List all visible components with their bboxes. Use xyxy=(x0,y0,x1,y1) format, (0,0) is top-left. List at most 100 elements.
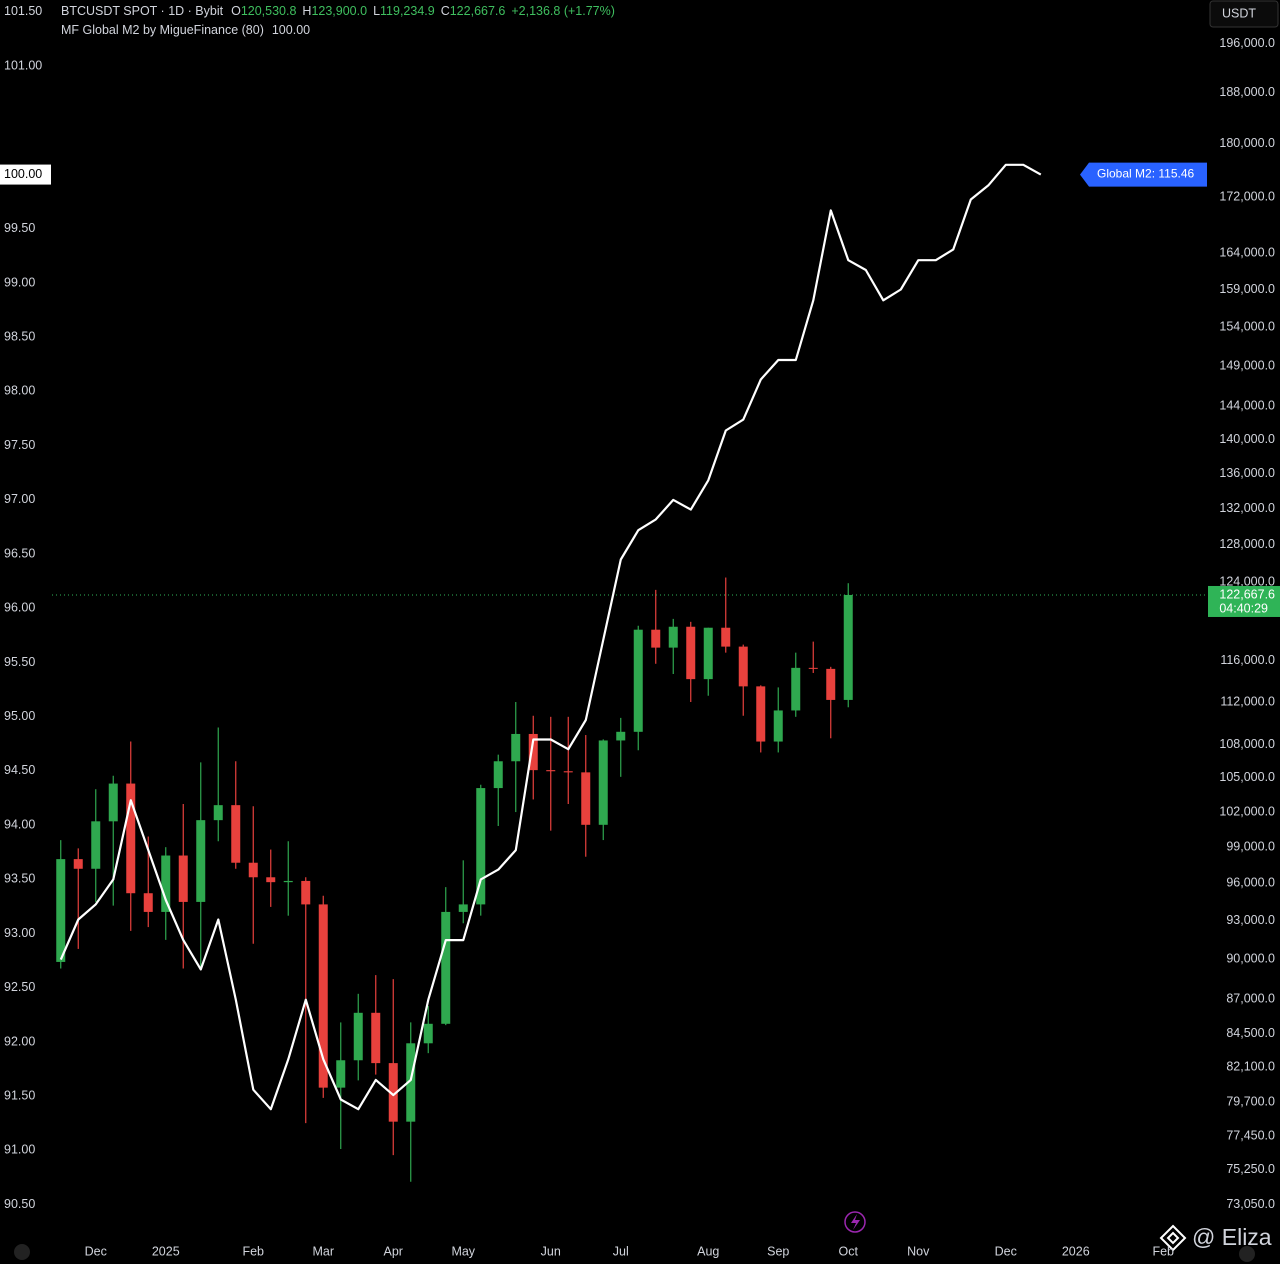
candle-body xyxy=(266,877,276,883)
candle-body xyxy=(318,904,328,1088)
candle-body xyxy=(721,627,731,647)
y2-tick-label: 128,000.0 xyxy=(1219,537,1275,551)
watermark-logo xyxy=(1159,1224,1187,1252)
candle-body xyxy=(353,1012,363,1061)
candle-body xyxy=(703,627,713,680)
y2-tick-label: 116,000.0 xyxy=(1220,653,1275,667)
y2-tick-label: 172,000.0 xyxy=(1219,190,1275,204)
change: +2,136.8 (+1.77%) xyxy=(511,4,615,18)
y-tick-label: 95.00 xyxy=(4,709,35,723)
candle-body xyxy=(161,855,171,912)
ohlc-label: L xyxy=(373,4,380,18)
candle-body xyxy=(56,859,66,962)
candle-body xyxy=(511,733,521,762)
candle-body xyxy=(598,740,608,825)
y2-tick-label: 102,000.0 xyxy=(1219,804,1275,818)
y2-tick-label: 124,000.0 xyxy=(1219,575,1275,589)
y2-tick-label: 77,450.0 xyxy=(1226,1128,1275,1142)
y2-tick-label: 75,250.0 xyxy=(1226,1162,1275,1176)
candle-body xyxy=(843,594,853,700)
y-tick-label: 99.00 xyxy=(4,275,35,289)
m2-label: Global M2: 115.46 xyxy=(1097,167,1194,181)
x-tick-label: Sep xyxy=(767,1244,789,1258)
y2-tick-label: 159,000.0 xyxy=(1219,282,1275,296)
x-tick-label: Apr xyxy=(384,1244,403,1258)
currency[interactable]: USDT xyxy=(1222,6,1256,20)
x-tick-label: Dec xyxy=(995,1244,1017,1258)
y-tick-label: 90.50 xyxy=(4,1197,35,1211)
ohlc-value: 119,234.9 xyxy=(380,4,435,18)
candle-body xyxy=(633,629,643,732)
candle-body xyxy=(371,1012,381,1064)
y2-tick-label: 112,000.0 xyxy=(1220,694,1275,708)
y2-tick-label: 188,000.0 xyxy=(1219,85,1275,99)
ohlc-label: H xyxy=(302,4,311,18)
candle-body xyxy=(458,904,468,912)
currency-box[interactable] xyxy=(1209,0,1279,28)
candle-body xyxy=(73,859,83,869)
countdown: 04:40:29 xyxy=(1219,601,1268,615)
x-tick-label: Feb xyxy=(1152,1244,1174,1258)
auto-icon[interactable] xyxy=(1239,1246,1255,1262)
m2-axis-label: 100.00 xyxy=(4,167,42,181)
y-tick-label: 92.50 xyxy=(4,980,35,994)
y2-tick-label: 84,500.0 xyxy=(1226,1026,1275,1040)
m2-axis-box xyxy=(0,164,51,185)
watermark: @ Eliza xyxy=(1192,1224,1272,1250)
x-tick-label: Jul xyxy=(613,1244,629,1258)
y2-tick-label: 79,700.0 xyxy=(1226,1095,1275,1109)
candle-body xyxy=(126,783,136,894)
y-tick-label: 93.50 xyxy=(4,872,35,886)
y-tick-label: 91.00 xyxy=(4,1143,35,1157)
candle-body xyxy=(476,788,486,905)
y-tick-label: 92.00 xyxy=(4,1034,35,1048)
y-tick-label: 97.00 xyxy=(4,492,35,506)
ohlc-value: 120,530.8 xyxy=(241,4,297,18)
x-tick-label: Nov xyxy=(907,1244,930,1258)
y-tick-label: 96.00 xyxy=(4,601,35,615)
y2-tick-label: 96,000.0 xyxy=(1226,876,1275,890)
m2-line xyxy=(59,163,1042,1111)
y-tick-label: 94.00 xyxy=(4,817,35,831)
x-tick-label: Aug xyxy=(697,1244,719,1258)
y-tick-label: 101.00 xyxy=(4,58,42,72)
symbol: BTCUSDT SPOT · 1D · Bybit xyxy=(61,4,224,18)
x-tick-label: 2025 xyxy=(152,1244,180,1258)
candle-body xyxy=(388,1063,398,1122)
chart-header: BTCUSDT SPOT · 1D · Bybit O120,530.8 H123,… xyxy=(61,4,615,18)
y-tick-label: 98.00 xyxy=(4,384,35,398)
y-tick-label: 95.50 xyxy=(4,655,35,669)
last-price-box xyxy=(1208,585,1280,617)
y2-tick-label: 87,000.0 xyxy=(1226,991,1275,1005)
ohlc-value: 122,667.6 xyxy=(450,4,506,18)
y2-tick-label: 73,050.0 xyxy=(1226,1197,1275,1211)
candle-body xyxy=(773,710,783,742)
candle-body xyxy=(826,668,836,700)
y2-tick-label: 136,000.0 xyxy=(1219,466,1275,480)
candle-body xyxy=(213,805,223,821)
candle-body xyxy=(301,880,311,905)
x-tick-label: Feb xyxy=(242,1244,264,1258)
candle-body xyxy=(651,629,661,648)
y2-tick-label: 132,000.0 xyxy=(1219,501,1275,515)
event-icon[interactable] xyxy=(844,1211,866,1233)
candle-body xyxy=(283,880,293,883)
y-tick-label: 98.50 xyxy=(4,330,35,344)
x-tick-label: 2026 xyxy=(1062,1244,1090,1258)
y2-tick-label: 149,000.0 xyxy=(1219,358,1275,372)
candle-body xyxy=(808,667,818,669)
candle-body xyxy=(791,667,801,711)
candle-body xyxy=(563,771,573,773)
candle-body xyxy=(546,770,556,772)
tz-icon[interactable] xyxy=(14,1244,30,1260)
y-tick-label: 94.50 xyxy=(4,763,35,777)
indicator-value: 100.00 xyxy=(272,23,310,37)
indicator-name: MF Global M2 by MigueFinance (80) xyxy=(61,23,264,37)
y2-tick-label: 154,000.0 xyxy=(1219,320,1275,334)
candle-body xyxy=(668,626,678,648)
y2-tick-label: 108,000.0 xyxy=(1219,737,1275,751)
ohlc-label: C xyxy=(441,4,450,18)
ohlc: O120,530.8 H123,900.0 L119,234.9 C122,667.6 xyxy=(231,4,505,18)
